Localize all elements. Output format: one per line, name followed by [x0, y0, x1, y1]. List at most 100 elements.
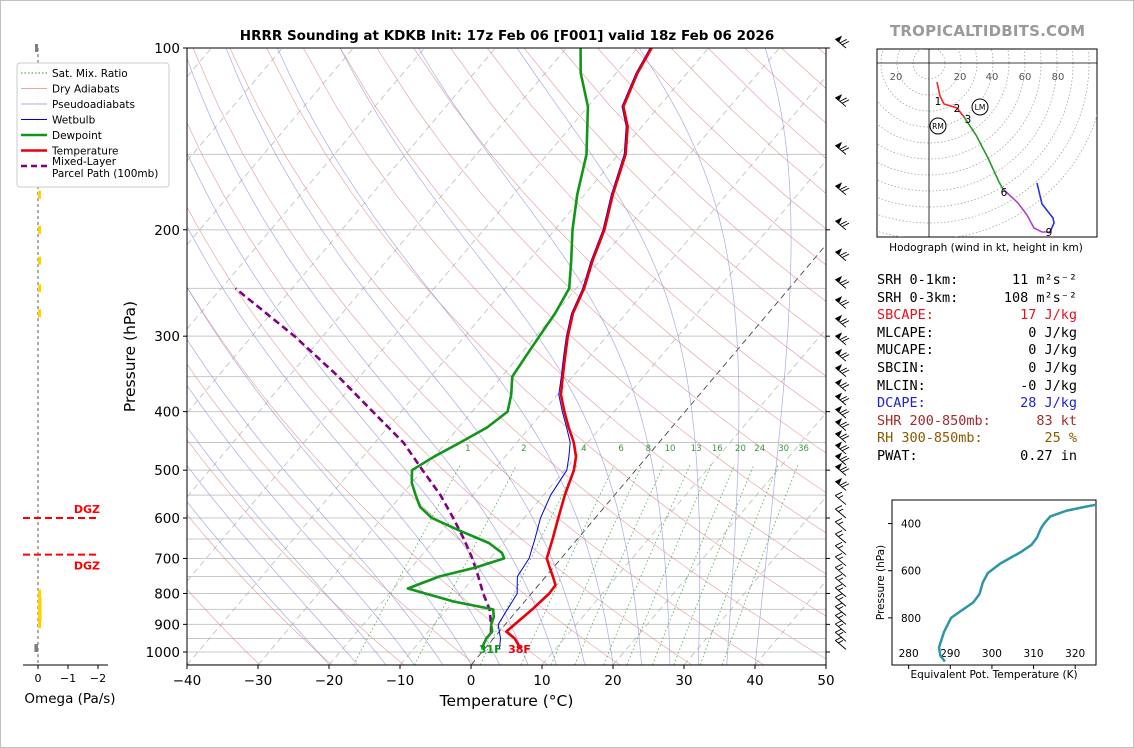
pseudoadiabat — [754, 48, 792, 665]
mixing-ratio-line — [721, 464, 799, 665]
y-tick-label: 200 — [154, 223, 180, 239]
x-tick-label: −20 — [315, 673, 344, 689]
omega-bar — [38, 284, 41, 293]
y-tick-label: 600 — [154, 511, 180, 527]
legend-entry: Wetbulb — [52, 115, 96, 127]
wind-barb — [834, 505, 847, 519]
hodograph-height-label: 1 — [935, 96, 942, 108]
theta-e-x-tick-label: 290 — [940, 648, 960, 660]
index-row: SRH 0-3km: 108 m²s⁻² — [877, 290, 1077, 307]
wind-barb — [834, 182, 850, 196]
isotherm — [257, 48, 780, 665]
index-label: MLCIN: — [877, 377, 926, 394]
x-tick-label: 0 — [467, 673, 476, 689]
isotherm — [399, 160, 826, 665]
isotherm — [470, 244, 826, 665]
wind-barb — [834, 94, 850, 107]
index-row: PWAT: 0.27 in — [877, 448, 1077, 465]
wind-barb — [834, 418, 850, 431]
theta-e-line — [937, 503, 1097, 663]
isotherm — [187, 48, 354, 246]
omega-bar — [38, 190, 41, 199]
chart-title: HRRR Sounding at KDKB Init: 17z Feb 06 [… — [240, 28, 774, 44]
temperature-line — [505, 48, 653, 649]
storm-motion-label: RM — [932, 122, 944, 131]
surface-dewpoint-label: 31F — [479, 643, 502, 656]
dry-adiabat — [187, 121, 692, 665]
index-row: RH 300-850mb: 25 % — [877, 430, 1077, 447]
hodograph-height-label: 2 — [954, 103, 961, 115]
wind-barb — [834, 602, 847, 616]
wind-barb — [834, 296, 850, 309]
dry-adiabat — [187, 588, 260, 665]
wind-barb — [834, 314, 850, 328]
y-tick-label: 900 — [154, 617, 180, 633]
index-label: MLCAPE: — [877, 324, 934, 341]
legend-entry: Mixed-Layer Parcel Path (100mb) — [52, 156, 158, 180]
wind-barb — [834, 348, 850, 362]
mixed-layer-parcel-path-100mb-line — [234, 287, 493, 634]
pseudoadiabat — [187, 56, 557, 665]
wind-barb — [834, 611, 847, 625]
pseudoadiabat — [418, 48, 671, 665]
mixing-ratio-line — [574, 464, 665, 665]
dry-adiabat — [303, 48, 826, 575]
hodograph-height-label: 3 — [965, 114, 972, 126]
dgz-label: DGZ — [74, 560, 100, 573]
mixing-ratio-label: 13 — [691, 444, 702, 454]
wind-barb — [834, 628, 847, 642]
hodograph-trace — [963, 116, 1004, 190]
pseudoadiabat — [187, 286, 472, 665]
y-tick-label: 400 — [154, 405, 180, 421]
hodograph-caption: Hodograph (wind in kt, height in km) — [889, 242, 1083, 254]
index-row: MLCIN: -0 J/kg — [877, 378, 1077, 395]
dry-adiabat — [187, 206, 620, 665]
wind-barb — [834, 405, 850, 419]
dry-adiabat — [413, 48, 826, 454]
dry-adiabat — [187, 439, 404, 665]
wind-barb — [834, 364, 850, 377]
omega-bar — [38, 589, 41, 598]
legend-entry: Sat. Mix. Ratio — [52, 68, 128, 80]
index-value: 0.27 in — [1020, 448, 1077, 464]
hodograph-height-label: 6 — [1001, 187, 1008, 199]
wind-barb — [834, 552, 847, 567]
index-value: 108 m²s⁻² — [1003, 289, 1077, 306]
x-tick-label: 40 — [746, 673, 763, 689]
y-tick-label: 800 — [154, 586, 180, 602]
isotherm — [328, 76, 826, 665]
wetbulb-line — [497, 48, 651, 649]
theta-e-y-tick-label: 600 — [901, 566, 921, 578]
isotherm — [683, 496, 826, 665]
legend-entry: Dewpoint — [52, 130, 102, 142]
hodograph-ring-label: 20 — [954, 72, 967, 83]
y-tick-label: 1000 — [146, 645, 180, 661]
hodograph-ring-label: 80 — [1052, 72, 1065, 83]
x-tick-label: −30 — [244, 673, 273, 689]
y-tick-label: 500 — [154, 463, 180, 479]
wind-barb — [834, 530, 847, 544]
index-value: 83 kt — [1036, 412, 1077, 429]
theta-e-frame — [891, 499, 1097, 666]
mixing-ratio-label: 8 — [646, 444, 651, 454]
index-label: RH 300-850mb: — [877, 430, 983, 447]
index-row: SHR 200-850mb: 83 kt — [877, 413, 1077, 430]
index-value: -0 J/kg — [1020, 377, 1077, 394]
dry-adiabat — [450, 48, 826, 415]
dry-adiabat — [229, 48, 826, 660]
hodograph-box — [876, 48, 1098, 238]
index-row: SRH 0-1km: 11 m²s⁻² — [877, 272, 1077, 289]
index-value: 0 J/kg — [1028, 360, 1077, 376]
wind-barb — [834, 378, 850, 392]
mixing-ratio-label: 6 — [618, 444, 623, 454]
dry-adiabat — [187, 513, 332, 665]
omega-bar — [38, 256, 41, 265]
watermark: TROPICALTIDBITS.COM — [890, 22, 1086, 40]
index-label: DCAPE: — [877, 395, 926, 412]
pseudoadiabat — [339, 48, 642, 665]
omega-bar — [34, 644, 38, 653]
hodograph-plot — [877, 49, 1097, 237]
pseudoadiabat — [277, 48, 614, 665]
pseudoadiabat — [187, 384, 415, 665]
